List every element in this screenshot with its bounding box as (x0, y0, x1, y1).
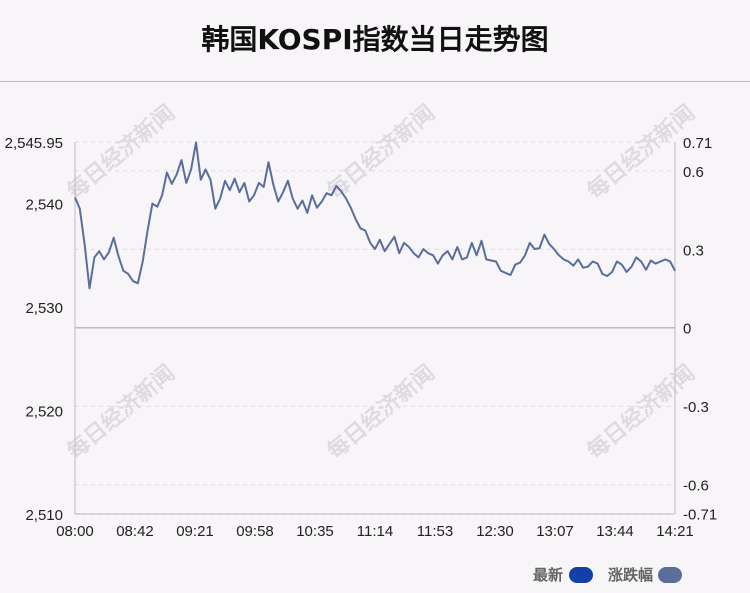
legend-label: 最新 (533, 566, 563, 584)
legend-swatch-1 (658, 567, 682, 583)
x-tick-label: 08:00 (56, 523, 94, 540)
right-tick-label: 0.3 (683, 242, 704, 259)
x-tick-label: 13:44 (596, 523, 634, 540)
watermark-3: 每日经济新闻 (62, 360, 180, 465)
right-tick-label: -0.6 (683, 478, 709, 495)
left-tick-label: 2,530 (25, 300, 63, 317)
series-line-0 (74, 141, 676, 290)
left-tick-label: 2,520 (25, 404, 63, 421)
x-tick-label: 14:21 (656, 523, 694, 540)
x-tick-label: 09:21 (176, 523, 214, 540)
right-tick-label: 0.6 (683, 164, 704, 181)
chart-title: 韩国KOSPI指数当日走势图 (201, 23, 549, 56)
x-tick-label: 08:42 (116, 523, 154, 540)
legend: 最新 涨跌幅 (533, 566, 682, 584)
x-tick-label: 13:07 (536, 523, 574, 540)
right-tick-label: 0 (683, 321, 691, 338)
x-tick-label: 11:53 (417, 523, 453, 540)
right-tick-label: -0.3 (683, 399, 709, 416)
right-tick-label: 0.71 (683, 135, 712, 152)
left-tick-label: 2,510 (25, 507, 63, 524)
watermark-4: 每日经济新闻 (322, 360, 440, 465)
x-tick-label: 11:14 (357, 523, 393, 540)
title-divider (0, 81, 750, 82)
watermark-2: 每日经济新闻 (582, 100, 700, 205)
left-tick-label: 2,545.95 (5, 135, 63, 152)
left-tick-label: 2,540 (25, 197, 63, 214)
series-layer (74, 141, 676, 290)
legend-swatch-0 (569, 567, 593, 583)
x-tick-label: 09:58 (236, 523, 274, 540)
right-y-axis: 0.71 0.6 0.3 0 -0.3 -0.6 -0.71 (683, 135, 717, 523)
grid-lines (74, 141, 676, 515)
right-tick-label: -0.71 (683, 506, 717, 523)
left-y-axis: 2,545.95 2,540 2,530 2,520 2,510 (5, 135, 63, 524)
legend-label: 涨跌幅 (608, 566, 653, 584)
x-tick-label: 12:30 (476, 523, 514, 540)
x-tick-label: 10:35 (296, 523, 334, 540)
x-axis: 08:00 08:42 09:21 09:58 10:35 11:14 11:53 12:30… (56, 523, 694, 540)
watermark-0: 每日经济新闻 (62, 100, 180, 205)
